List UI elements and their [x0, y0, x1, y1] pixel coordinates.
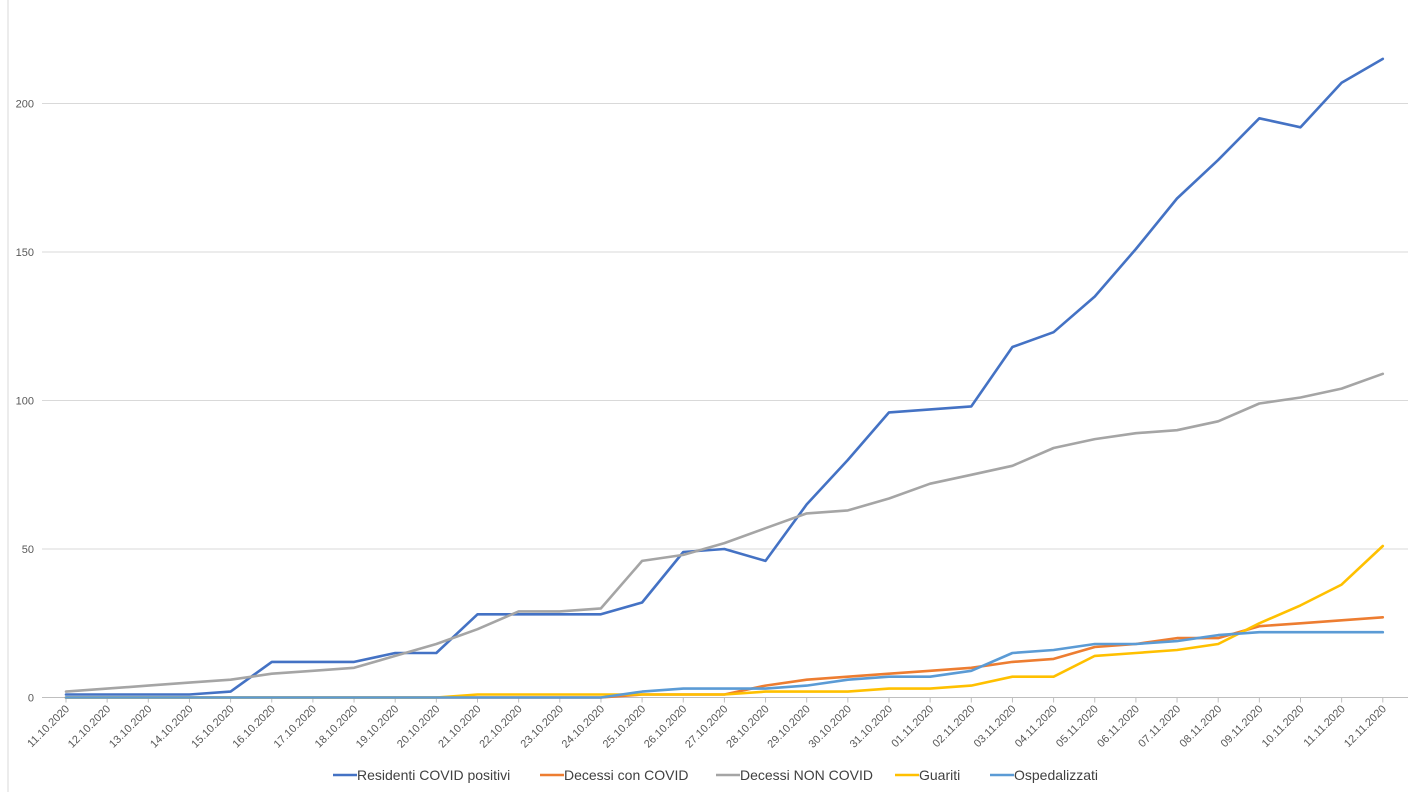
x-tick-label: 20.10.2020 [395, 703, 442, 750]
legend-item: Guariti [895, 767, 960, 783]
x-tick-label: 26.10.2020 [642, 703, 689, 750]
legend-label: Guariti [919, 767, 960, 783]
series-line-decessi-non-covid [64, 372, 1385, 693]
x-tick-label: 04.11.2020 [1013, 703, 1060, 750]
x-tick-label: 12.11.2020 [1342, 703, 1389, 750]
x-tick-label: 10.11.2020 [1260, 703, 1307, 750]
y-tick-label: 100 [16, 396, 34, 408]
y-tick-label: 200 [16, 99, 34, 111]
x-tick-label: 21.10.2020 [436, 703, 483, 750]
x-tick-label: 01.11.2020 [889, 703, 936, 750]
x-tick-label: 19.10.2020 [354, 703, 401, 750]
legend-label: Residenti COVID positivi [357, 767, 510, 783]
y-tick-label: 0 [28, 693, 34, 705]
x-tick-label: 18.10.2020 [313, 703, 360, 750]
x-tick-label: 25.10.2020 [601, 703, 648, 750]
series-line-decessi-con-covid [64, 615, 1385, 699]
x-tick-label: 27.10.2020 [683, 703, 730, 750]
x-tick-label: 24.10.2020 [560, 703, 607, 750]
legend-item: Ospedalizzati [990, 767, 1098, 783]
series-lines [64, 57, 1385, 699]
x-axis: 11.10.202012.10.202013.10.202014.10.2020… [25, 697, 1389, 751]
legend-label: Decessi con COVID [564, 767, 688, 783]
x-tick-label: 11.10.2020 [25, 703, 72, 750]
series-line-residenti-covid-positivi [64, 57, 1385, 696]
x-tick-label: 12.10.2020 [66, 703, 113, 750]
y-tick-label: 50 [22, 544, 34, 556]
x-tick-label: 09.11.2020 [1219, 703, 1266, 750]
x-tick-label: 02.11.2020 [931, 703, 978, 750]
x-tick-label: 28.10.2020 [724, 703, 771, 750]
legend-label: Ospedalizzati [1014, 767, 1098, 783]
legend: Residenti COVID positivi Decessi con COVI… [333, 767, 1098, 783]
x-tick-label: 07.11.2020 [1136, 703, 1183, 750]
legend-item: Residenti COVID positivi [333, 767, 510, 783]
x-tick-label: 22.10.2020 [477, 703, 524, 750]
x-tick-label: 13.10.2020 [107, 703, 154, 750]
x-tick-label: 03.11.2020 [972, 703, 1019, 750]
x-tick-label: 15.10.2020 [189, 703, 236, 750]
x-tick-label: 30.10.2020 [807, 703, 854, 750]
series-line-ospedalizzati [64, 630, 1385, 699]
legend-item: Decessi NON COVID [716, 767, 873, 783]
gridlines [42, 103, 1408, 698]
x-tick-label: 23.10.2020 [519, 703, 566, 750]
x-tick-label: 31.10.2020 [848, 703, 895, 750]
x-tick-label: 08.11.2020 [1177, 703, 1224, 750]
y-tick-label: 150 [16, 247, 34, 259]
x-tick-label: 05.11.2020 [1054, 703, 1101, 750]
x-tick-label: 16.10.2020 [230, 703, 277, 750]
x-tick-label: 06.11.2020 [1095, 703, 1142, 750]
x-tick-label: 14.10.2020 [148, 703, 195, 750]
x-tick-label: 29.10.2020 [765, 703, 812, 750]
x-tick-label: 17.10.2020 [272, 703, 319, 750]
legend-item: Decessi con COVID [540, 767, 688, 783]
legend-label: Decessi NON COVID [740, 767, 873, 783]
y-axis: 0 50 100 150 200 [16, 99, 34, 705]
x-tick-label: 11.11.2020 [1302, 703, 1348, 749]
